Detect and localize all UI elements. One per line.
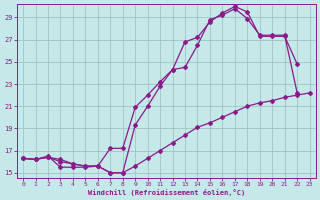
X-axis label: Windchill (Refroidissement éolien,°C): Windchill (Refroidissement éolien,°C) [88,189,245,196]
